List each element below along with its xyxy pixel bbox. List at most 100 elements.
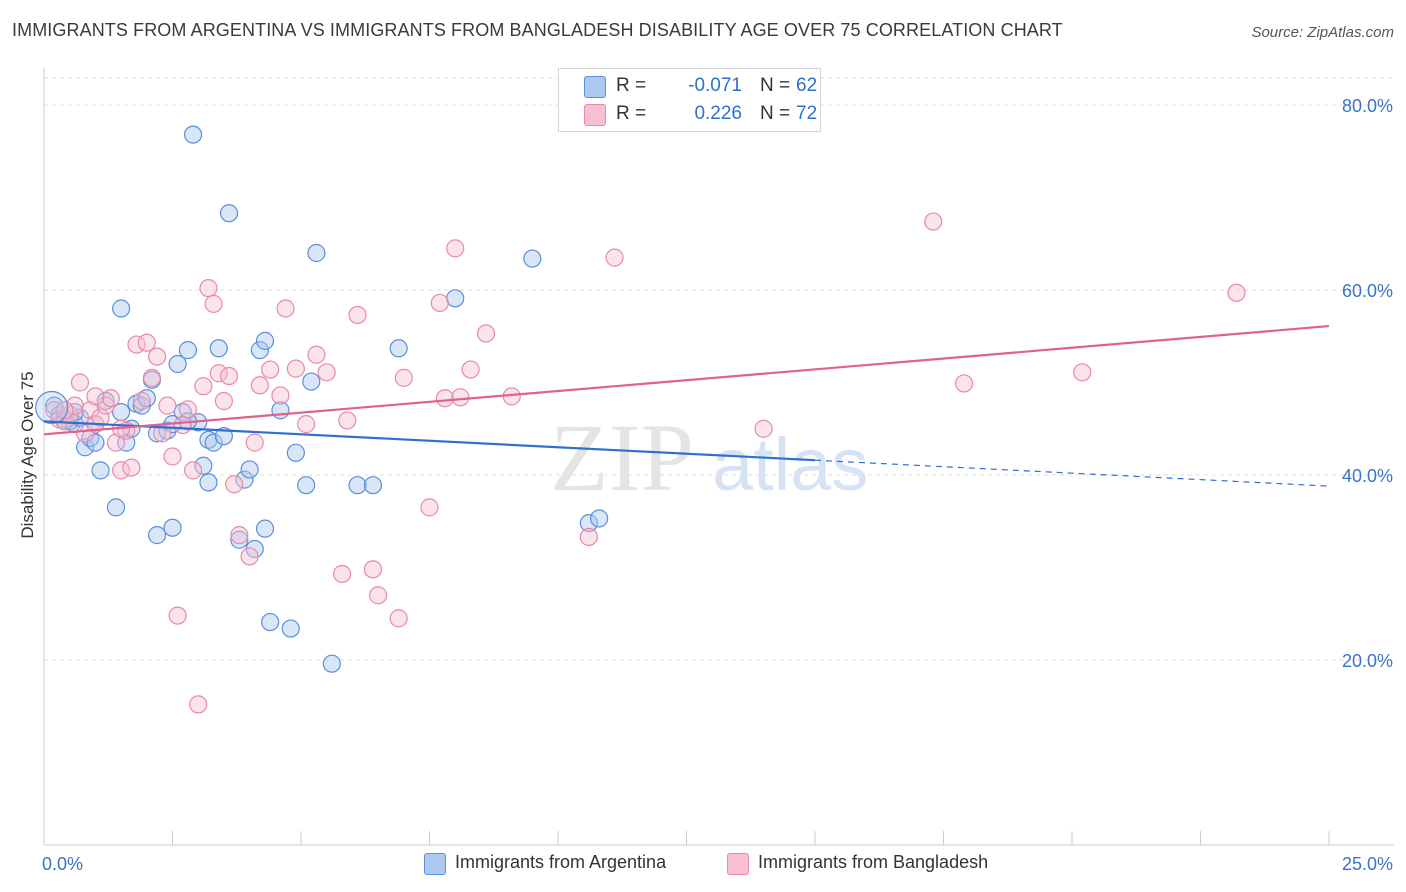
legend-swatch-pink: [584, 104, 606, 126]
bangladesh-point: [420, 498, 439, 517]
bangladesh-point: [209, 364, 228, 383]
bangladesh-point: [389, 609, 408, 628]
argentina-point: [297, 476, 316, 495]
bangladesh-point: [369, 586, 388, 605]
argentina-point: [261, 612, 280, 632]
argentina-point: [163, 518, 182, 537]
argentina-point: [230, 530, 249, 549]
bangladesh-point: [363, 560, 383, 579]
bangladesh-point: [173, 415, 192, 435]
argentina-point: [235, 470, 254, 489]
argentina-point: [183, 125, 203, 144]
watermark: ZIP atlas: [550, 404, 868, 511]
bangladesh-point: [579, 527, 598, 547]
bangladesh-point: [189, 695, 208, 714]
bangladesh-point: [106, 433, 126, 452]
argentina-point: [199, 430, 218, 449]
argentina-point: [111, 299, 131, 318]
argentina-point: [363, 476, 383, 495]
bangladesh-point: [430, 293, 449, 313]
watermark-zip: ZIP: [550, 404, 694, 511]
bangladesh-point: [214, 391, 233, 411]
argentina-point: [590, 509, 609, 528]
bangladesh-point: [240, 547, 259, 566]
argentina-point: [286, 443, 305, 462]
bangladesh-point: [199, 279, 218, 298]
bangladesh-point: [142, 368, 162, 387]
bangladesh-point: [76, 424, 95, 443]
legend-n-value: 72: [796, 103, 818, 124]
bangladesh-point: [250, 376, 269, 395]
argentina-point: [214, 427, 233, 446]
legend-n-value: 62: [796, 75, 818, 96]
argentina-trend-line: [43, 420, 816, 462]
tick-label-layer: 20.0% 40.0% 60.0% 80.0% 0.0% 25.0%: [42, 96, 1393, 874]
argentina-point: [204, 433, 223, 452]
argentina-trend-extension: [814, 459, 1330, 487]
argentina-point: [255, 519, 275, 538]
x-tick-label: 25.0%: [1342, 854, 1393, 874]
bangladesh-point: [204, 294, 223, 313]
bangladesh-point: [230, 526, 249, 545]
bangladesh-point: [245, 433, 264, 452]
argentina-point: [209, 339, 228, 358]
bangladesh-point: [70, 373, 90, 392]
argentina-point: [302, 372, 321, 391]
bangladesh-point: [286, 359, 305, 378]
argentina-point: [45, 396, 64, 415]
bangladesh-point: [451, 388, 470, 407]
bangladesh-point: [132, 391, 151, 411]
legend-r-label: R =: [616, 75, 647, 96]
bangladesh-point: [163, 447, 182, 466]
argentina-point: [147, 526, 167, 545]
argentina-point: [389, 339, 408, 358]
bangladesh-point: [194, 377, 213, 396]
y-tick-label: 80.0%: [1342, 96, 1393, 116]
bangladesh-point: [924, 212, 943, 231]
argentina-point: [173, 403, 192, 422]
bangladesh-point: [1227, 283, 1246, 302]
legend-r-value: -0.071: [688, 75, 742, 96]
bangladesh-point: [1073, 363, 1092, 382]
argentina-point: [91, 461, 110, 480]
bangladesh-point: [297, 415, 316, 434]
y-tick-label: 20.0%: [1342, 651, 1393, 671]
bangladesh-point: [446, 239, 465, 258]
argentina-point: [579, 513, 598, 533]
bangladesh-point: [435, 389, 455, 408]
bangladesh-point: [271, 386, 290, 405]
bangladesh-point: [605, 248, 624, 267]
argentina-point: [255, 331, 275, 350]
bangladesh-trend-line: [43, 324, 1330, 436]
argentina-point: [76, 438, 95, 457]
argentina-point: [86, 433, 105, 452]
grid-layer: [44, 77, 1394, 661]
bangladesh-point: [261, 360, 280, 379]
bangladesh-point: [111, 461, 131, 480]
bangladesh-point: [754, 419, 773, 438]
correlation-legend: R = -0.071 N = 62 R = 0.226 N = 72: [558, 68, 821, 132]
argentina-point: [523, 249, 542, 268]
bangladesh-point: [158, 396, 177, 415]
argentina-point: [322, 654, 341, 673]
bangladesh-point: [333, 564, 352, 584]
bangladesh-point: [307, 345, 326, 364]
bangladesh-point: [461, 360, 480, 379]
y-tick-label: 60.0%: [1342, 281, 1393, 301]
argentina-point: [446, 289, 465, 308]
legend-n-label: N =: [760, 103, 791, 124]
bangladesh-point: [394, 368, 413, 387]
argentina-point: [194, 456, 213, 475]
bangladesh-point: [147, 347, 167, 366]
source-label: Source: ZipAtlas.com: [1251, 24, 1394, 41]
legend-r-label: R =: [616, 103, 647, 124]
bangladesh-point: [101, 389, 120, 408]
bangladesh-point: [122, 458, 141, 477]
bangladesh-point: [954, 374, 974, 393]
argentina-point: [137, 389, 156, 408]
x-tick-label: 0.0%: [42, 854, 83, 874]
bangladesh-point: [225, 475, 244, 494]
argentina-point: [96, 391, 115, 411]
bangladesh-point: [86, 387, 105, 406]
